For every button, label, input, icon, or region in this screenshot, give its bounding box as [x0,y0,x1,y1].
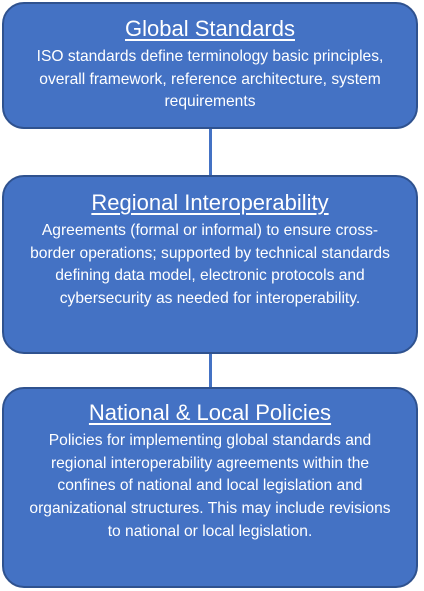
national-local-policies-description: Policies for implementing global standar… [29,432,391,540]
regional-interoperability-description: Agreements (formal or informal) to ensur… [30,222,390,308]
global-standards-title: Global Standards [125,16,295,41]
national-local-policies-title: National & Local Policies [88,400,332,425]
connector-line-top [209,128,212,176]
regional-interoperability-box: Regional Interoperability Agreements (fo… [2,175,418,354]
connector-line-bottom [209,353,212,387]
regional-interoperability-title: Regional Interoperability [91,190,329,215]
national-local-policies-box: National & Local Policies Policies for i… [2,387,418,588]
global-standards-description: ISO standards define terminology basic p… [36,48,384,111]
global-standards-box: Global Standards ISO standards define te… [2,2,418,129]
